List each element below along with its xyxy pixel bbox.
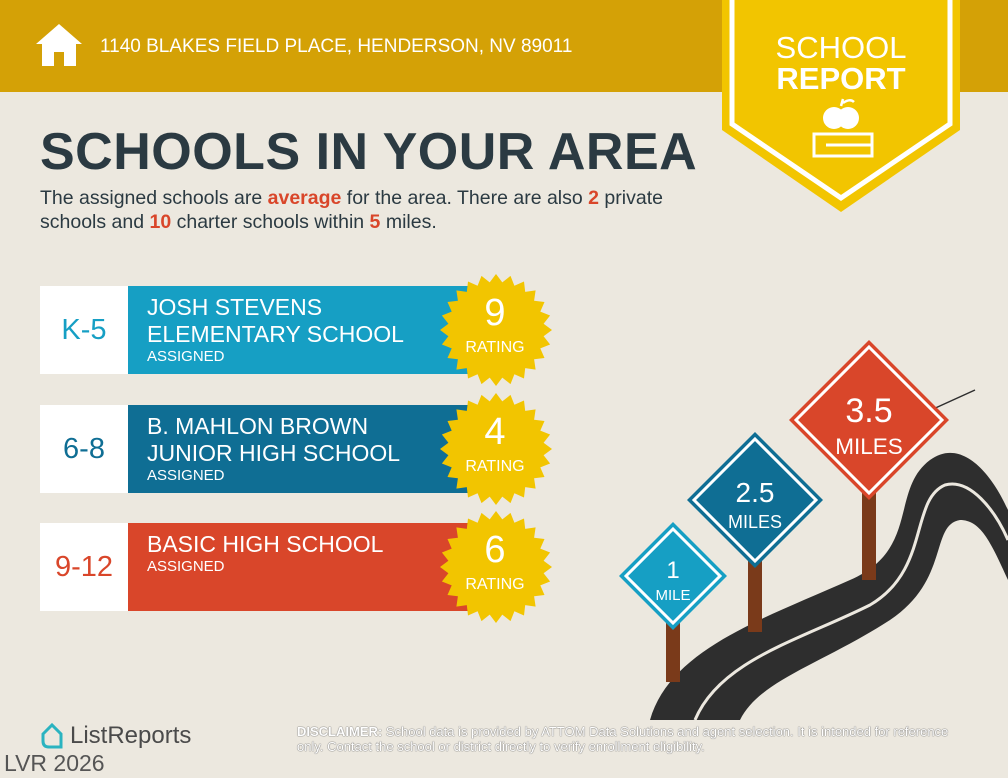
distance-sign: 2.5 MILES: [687, 432, 823, 568]
school-row: 9-12 BASIC HIGH SCHOOL ASSIGNED 6 RATING: [40, 511, 560, 623]
apple-book-icon: [812, 98, 874, 158]
distance-sign: 3.5 MILES: [789, 340, 949, 500]
sign-distance: 3.5: [845, 392, 892, 430]
page-title: SCHOOLS IN YOUR AREA: [40, 123, 698, 181]
sign-distance: 2.5: [736, 477, 775, 508]
badge-title-line2: REPORT: [776, 61, 906, 96]
school-name: BASIC HIGH SCHOOL: [147, 531, 384, 557]
home-icon: [36, 24, 82, 66]
grade-range: 9-12: [40, 523, 128, 611]
property-address: 1140 BLAKES FIELD PLACE, HENDERSON, NV 8…: [100, 36, 573, 57]
assignment-status: ASSIGNED: [147, 467, 225, 484]
school-bar: BASIC HIGH SCHOOL ASSIGNED: [128, 523, 473, 611]
school-bar: B. MAHLON BROWN JUNIOR HIGH SCHOOL ASSIG…: [128, 405, 473, 493]
distance-sign: 1 MILE: [619, 522, 727, 630]
sign-unit: MILE: [655, 587, 690, 604]
disclaimer: DISCLAIMER: School data is provided by A…: [297, 724, 949, 754]
listreports-logo: ListReports: [40, 722, 191, 750]
road: [650, 452, 1008, 720]
sign-unit: MILES: [835, 434, 903, 459]
road-signs-illustration: 1 MILE 2.5 MILES 3.5 MILES: [590, 320, 1008, 725]
school-name: B. MAHLON BROWN: [147, 413, 369, 439]
rating-label: RATING: [465, 458, 525, 475]
rating-value: 6: [484, 529, 506, 571]
grade-range: K-5: [40, 286, 128, 374]
sign-distance: 1: [666, 557, 679, 584]
listreports-logo-icon: [41, 722, 63, 749]
rating-label: RATING: [465, 339, 525, 356]
school-row: 6-8 B. MAHLON BROWN JUNIOR HIGH SCHOOL A…: [40, 393, 560, 505]
watermark: LVR 2026: [4, 750, 105, 776]
school-name: JOSH STEVENS: [147, 294, 323, 320]
road-line: [693, 482, 1008, 721]
school-row: K-5 JOSH STEVENS ELEMENTARY SCHOOL ASSIG…: [40, 274, 560, 386]
intro-text: The assigned schools are average for the…: [40, 187, 663, 233]
rating-value: 4: [484, 411, 506, 453]
sign-unit: MILES: [728, 512, 782, 532]
rating-seal-icon: [440, 393, 552, 505]
school-name-line2: ELEMENTARY SCHOOL: [147, 321, 404, 347]
rating-seal-icon: [440, 274, 552, 386]
brand-name: ListReports: [70, 722, 192, 749]
school-name-line2: JUNIOR HIGH SCHOOL: [147, 440, 401, 466]
school-bar: JOSH STEVENS ELEMENTARY SCHOOL ASSIGNED: [128, 286, 473, 374]
badge-title-line1: SCHOOL: [775, 30, 907, 65]
assignment-status: ASSIGNED: [147, 558, 225, 575]
rating-seal-icon: [440, 511, 552, 623]
grade-range: 6-8: [40, 405, 128, 493]
school-report-badge: [722, 0, 960, 212]
rating-label: RATING: [465, 576, 525, 593]
rating-value: 9: [484, 292, 506, 334]
assignment-status: ASSIGNED: [147, 348, 225, 365]
